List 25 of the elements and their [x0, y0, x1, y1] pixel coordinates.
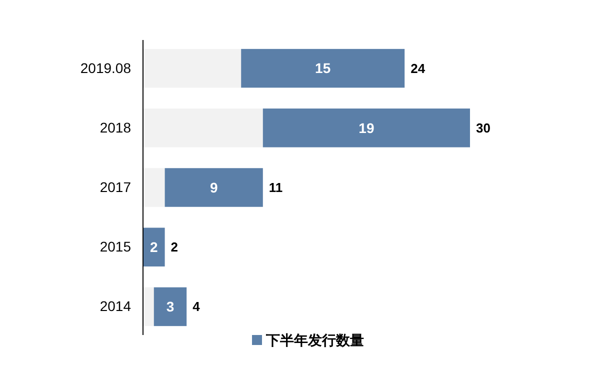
total-label: 11 — [268, 180, 283, 196]
data-label: 2 — [150, 238, 158, 255]
bar — [143, 108, 263, 148]
total-label: 2 — [170, 240, 178, 255]
y-tick-label: 2015 — [100, 238, 132, 255]
bar — [143, 168, 165, 207]
y-tick-label: 2019.08 — [80, 60, 132, 76]
bar — [143, 228, 165, 266]
data-label: 19 — [358, 120, 374, 136]
y-tick-label: 2018 — [100, 119, 132, 136]
total-label: 24 — [410, 60, 426, 76]
data-label: 9 — [210, 179, 218, 196]
bar — [143, 48, 242, 88]
bar — [262, 108, 470, 148]
bar — [241, 48, 405, 88]
y-tick-label: 2014 — [100, 298, 132, 314]
bar — [143, 287, 154, 326]
data-label: 15 — [315, 60, 331, 76]
y-tick-label: 2017 — [100, 178, 132, 195]
legend-label: 下半年发行数量 — [265, 332, 364, 349]
total-label: 4 — [192, 299, 201, 314]
bar — [164, 168, 263, 207]
bar — [154, 287, 187, 326]
data-label: 3 — [166, 298, 174, 315]
total-label: 30 — [476, 120, 490, 136]
